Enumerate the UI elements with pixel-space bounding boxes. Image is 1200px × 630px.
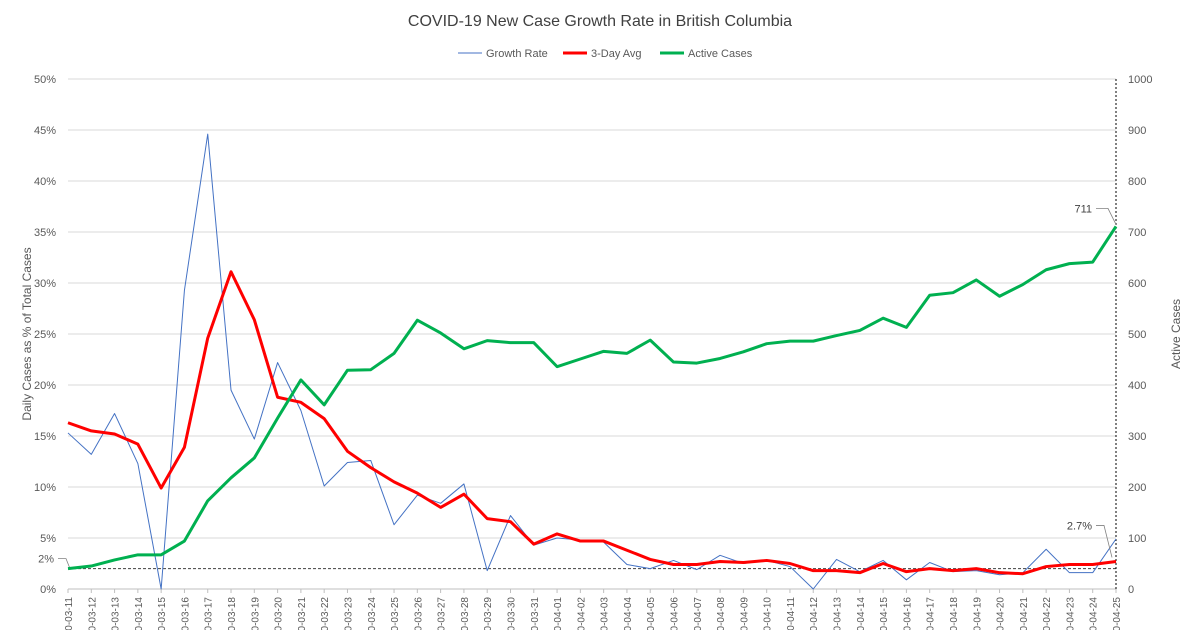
x-tick-label: 2020-04-10	[763, 597, 774, 630]
x-tick-label: 2020-03-22	[320, 597, 331, 630]
x-tick-label: 2020-04-20	[996, 597, 1007, 630]
left-tick-label: 40%	[34, 176, 56, 188]
x-tick-label: 2020-03-14	[134, 597, 145, 630]
series-line-active-cases	[67, 225, 1118, 571]
right-tick-label: 800	[1128, 176, 1146, 188]
x-tick-label: 2020-03-16	[180, 597, 191, 630]
left-axis-ticks: 0% 5% 10% 15% 20% 25% 30% 35% 40% 45% 50%	[34, 74, 56, 596]
left-tick-label: 5%	[40, 533, 56, 545]
right-tick-label: 700	[1128, 227, 1146, 239]
x-tick-label: 2020-04-17	[926, 597, 937, 630]
reference-line-label: 2%	[38, 554, 54, 566]
x-tick-label: 2020-03-27	[437, 597, 448, 630]
gridlines	[68, 78, 1116, 539]
x-tick-label: 2020-03-26	[413, 597, 424, 630]
x-tick-label: 2020-04-13	[833, 597, 844, 630]
x-tick-label: 2020-04-07	[693, 597, 704, 630]
x-tick-label: 2020-03-12	[87, 597, 98, 630]
right-tick-label: 500	[1128, 329, 1146, 341]
x-tick-label: 2020-04-09	[739, 597, 750, 630]
x-tick-label: 2020-03-20	[274, 597, 285, 630]
right-axis-ticks: 0 100 200 300 400 500 600 700 800 900 1000	[1128, 74, 1152, 596]
x-tick-label: 2020-04-16	[902, 597, 913, 630]
right-tick-label: 400	[1128, 380, 1146, 392]
left-tick-label: 15%	[34, 431, 56, 443]
x-tick-label: 2020-04-04	[623, 597, 634, 630]
annotation-3-day-avg-latest: 2.7%	[1067, 520, 1092, 532]
x-tick-label: 2020-04-23	[1065, 597, 1076, 630]
annotation-leader-2-7	[1096, 525, 1113, 558]
x-tick-label: 2020-03-11	[64, 597, 75, 630]
legend-label-3-day-avg: 3-Day Avg	[591, 48, 642, 60]
right-axis-label: Active Cases	[1169, 299, 1183, 369]
legend-label-growth-rate: Growth Rate	[486, 48, 548, 60]
right-tick-label: 1000	[1128, 74, 1152, 86]
left-tick-label: 25%	[34, 329, 56, 341]
left-tick-label: 45%	[34, 125, 56, 137]
x-tick-label: 2020-03-25	[390, 597, 401, 630]
x-tick-label: 2020-04-19	[972, 597, 983, 630]
x-tick-label: 2020-04-11	[786, 597, 797, 630]
x-tick-label: 2020-04-24	[1089, 597, 1100, 630]
x-tick-label: 2020-03-18	[227, 597, 238, 630]
legend: Growth Rate 3-Day Avg Active Cases	[458, 48, 753, 60]
x-tick-label: 2020-03-17	[204, 597, 215, 630]
left-tick-label: 0%	[40, 584, 56, 596]
x-tick-label: 2020-03-13	[111, 597, 122, 630]
right-tick-label: 600	[1128, 278, 1146, 290]
right-tick-label: 100	[1128, 533, 1146, 545]
x-tick-label: 2020-03-31	[530, 597, 541, 630]
x-tick-label: 2020-04-18	[949, 597, 960, 630]
x-axis-ticks: 2020-03-11 2020-03-12 2020-03-13 2020-03-14…	[64, 589, 1123, 630]
right-tick-label: 900	[1128, 125, 1146, 137]
annotation-leader-711	[1096, 207, 1117, 225]
x-tick-label: 2020-03-29	[483, 597, 494, 630]
right-tick-label: 0	[1128, 584, 1134, 596]
x-tick-label: 2020-04-15	[879, 597, 890, 630]
left-tick-label: 50%	[34, 74, 56, 86]
x-tick-label: 2020-04-02	[576, 597, 587, 630]
left-tick-label: 30%	[34, 278, 56, 290]
x-tick-label: 2020-04-01	[553, 597, 564, 630]
x-tick-label: 2020-04-12	[809, 597, 820, 630]
left-tick-label: 20%	[34, 380, 56, 392]
left-axis-label: Daily Cases as % of Total Cases	[20, 247, 34, 420]
x-tick-label: 2020-03-19	[250, 597, 261, 630]
chart-title: COVID-19 New Case Growth Rate in British…	[408, 13, 792, 30]
x-tick-label: 2020-04-21	[1019, 597, 1030, 630]
x-tick-label: 2020-03-30	[506, 597, 517, 630]
x-tick-label: 2020-04-05	[646, 597, 657, 630]
series-line-3-day-avg	[67, 270, 1117, 576]
legend-label-active-cases: Active Cases	[688, 48, 753, 60]
x-tick-label: 2020-03-23	[343, 597, 354, 630]
x-tick-label: 2020-04-25	[1112, 597, 1123, 630]
x-tick-label: 2020-04-22	[1042, 597, 1053, 630]
annotation-active-cases-latest: 711	[1074, 203, 1092, 215]
left-tick-label: 35%	[34, 227, 56, 239]
x-tick-label: 2020-04-08	[716, 597, 727, 630]
reference-label-leader	[58, 558, 71, 569]
x-tick-label: 2020-03-15	[157, 597, 168, 630]
right-tick-label: 200	[1128, 482, 1146, 494]
x-tick-label: 2020-04-06	[670, 597, 681, 630]
x-tick-label: 2020-04-03	[600, 597, 611, 630]
x-tick-label: 2020-04-14	[856, 597, 867, 630]
x-tick-label: 2020-03-21	[297, 597, 308, 630]
x-tick-label: 2020-03-28	[460, 597, 471, 630]
right-tick-label: 300	[1128, 431, 1146, 443]
left-tick-label: 10%	[34, 482, 56, 494]
x-tick-label: 2020-03-24	[367, 597, 378, 630]
